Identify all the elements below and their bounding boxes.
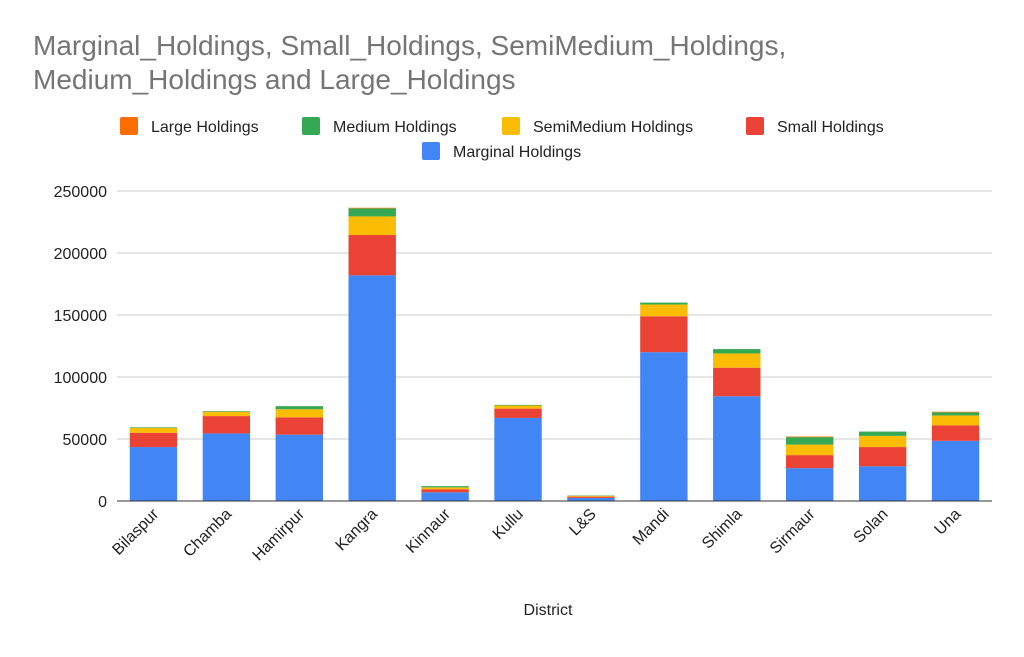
y-tick-label-250000: 250000 bbox=[54, 184, 107, 201]
y-axis-ticks: 0 50000 100000 150000 200000 250000 bbox=[54, 184, 107, 511]
bar-medium-holdings-chamba bbox=[203, 411, 250, 412]
legend-label-large-holdings: Large Holdings bbox=[151, 119, 259, 136]
y-tick-label-50000: 50000 bbox=[63, 432, 108, 449]
bar-semimedium-holdings-hamirpur bbox=[276, 409, 323, 417]
x-tick-label-una: Una bbox=[932, 506, 965, 539]
bar-marginal-holdings-solan bbox=[859, 466, 906, 501]
bar-large-holdings-kangra bbox=[349, 208, 396, 209]
bar-small-holdings-hamirpur bbox=[276, 417, 323, 434]
x-tick-label-sirmaur: Sirmaur bbox=[767, 505, 819, 557]
legend-swatch-medium-holdings bbox=[302, 117, 320, 135]
bar-marginal-holdings-kinnaur bbox=[421, 492, 468, 501]
bar-semimedium-holdings-l-s bbox=[567, 496, 614, 497]
bar-semimedium-holdings-sirmaur bbox=[786, 445, 833, 456]
x-tick-label-kullu: Kullu bbox=[490, 506, 527, 543]
x-tick-label-shimla: Shimla bbox=[699, 506, 746, 553]
bar-marginal-holdings-mandi bbox=[640, 352, 687, 501]
x-tick-label-mandi: Mandi bbox=[630, 506, 673, 549]
gridlines bbox=[117, 191, 992, 439]
legend-label-marginal-holdings: Marginal Holdings bbox=[453, 144, 581, 161]
bar-medium-holdings-hamirpur bbox=[276, 406, 323, 409]
y-tick-label-200000: 200000 bbox=[54, 246, 107, 263]
bar-semimedium-holdings-chamba bbox=[203, 412, 250, 416]
bar-semimedium-holdings-una bbox=[932, 415, 979, 425]
legend-label-medium-holdings: Medium Holdings bbox=[333, 119, 457, 136]
legend: Large Holdings Medium Holdings SemiMedium … bbox=[120, 117, 884, 161]
bar-medium-holdings-bilaspur bbox=[130, 427, 177, 428]
legend-swatch-small-holdings bbox=[746, 117, 764, 135]
bar-semimedium-holdings-kinnaur bbox=[421, 487, 468, 489]
bar-small-holdings-kinnaur bbox=[421, 489, 468, 492]
bar-medium-holdings-mandi bbox=[640, 303, 687, 305]
y-tick-label-100000: 100000 bbox=[54, 370, 107, 387]
x-tick-label-bilaspur: Bilaspur bbox=[109, 505, 162, 558]
y-tick-label-150000: 150000 bbox=[54, 308, 107, 325]
legend-swatch-large-holdings bbox=[120, 117, 138, 135]
bar-small-holdings-sirmaur bbox=[786, 455, 833, 468]
bar-medium-holdings-sirmaur bbox=[786, 437, 833, 444]
x-tick-label-chamba: Chamba bbox=[180, 506, 235, 561]
bar-marginal-holdings-kangra bbox=[349, 275, 396, 501]
bars bbox=[117, 208, 992, 501]
x-axis-ticks: Bilaspur Chamba Hamirpur Kangra Kinnaur Kullu… bbox=[109, 505, 964, 564]
x-tick-label-kinnaur: Kinnaur bbox=[403, 505, 454, 556]
bar-medium-holdings-kangra bbox=[349, 208, 396, 216]
chart-title-line-1: Marginal_Holdings, Small_Holdings, SemiM… bbox=[33, 30, 786, 61]
bar-large-holdings-una bbox=[932, 412, 979, 413]
bar-semimedium-holdings-bilaspur bbox=[130, 428, 177, 433]
bar-semimedium-holdings-kangra bbox=[349, 216, 396, 235]
bar-marginal-holdings-shimla bbox=[713, 396, 760, 501]
bar-semimedium-holdings-solan bbox=[859, 436, 906, 447]
bar-small-holdings-chamba bbox=[203, 416, 250, 433]
bar-small-holdings-shimla bbox=[713, 368, 760, 397]
bar-medium-holdings-solan bbox=[859, 432, 906, 436]
bar-medium-holdings-kullu bbox=[494, 405, 541, 406]
legend-label-small-holdings: Small Holdings bbox=[777, 119, 884, 136]
bar-small-holdings-bilaspur bbox=[130, 433, 177, 447]
legend-label-semimedium-holdings: SemiMedium Holdings bbox=[533, 119, 693, 136]
bar-large-holdings-sirmaur bbox=[786, 437, 833, 438]
bar-marginal-holdings-sirmaur bbox=[786, 468, 833, 501]
bar-semimedium-holdings-kullu bbox=[494, 406, 541, 409]
bar-small-holdings-kangra bbox=[349, 235, 396, 275]
legend-swatch-marginal-holdings bbox=[422, 142, 440, 160]
bar-medium-holdings-una bbox=[932, 412, 979, 415]
x-axis-title: District bbox=[524, 602, 573, 619]
bar-small-holdings-l-s bbox=[567, 497, 614, 498]
bar-small-holdings-una bbox=[932, 425, 979, 441]
bar-marginal-holdings-una bbox=[932, 441, 979, 501]
bar-marginal-holdings-kullu bbox=[494, 418, 541, 501]
bar-medium-holdings-kinnaur bbox=[421, 486, 468, 487]
bar-marginal-holdings-bilaspur bbox=[130, 447, 177, 501]
chart-title-line-2: Medium_Holdings and Large_Holdings bbox=[33, 64, 516, 95]
bar-medium-holdings-shimla bbox=[713, 349, 760, 353]
x-tick-label-solan: Solan bbox=[850, 506, 891, 547]
bar-semimedium-holdings-shimla bbox=[713, 353, 760, 367]
bar-small-holdings-solan bbox=[859, 447, 906, 466]
y-tick-label-0: 0 bbox=[98, 494, 107, 511]
bar-semimedium-holdings-mandi bbox=[640, 304, 687, 316]
bar-marginal-holdings-chamba bbox=[203, 433, 250, 501]
bar-marginal-holdings-hamirpur bbox=[276, 435, 323, 501]
x-tick-label-l-s: L&S bbox=[566, 506, 599, 539]
legend-swatch-semimedium-holdings bbox=[502, 117, 520, 135]
x-tick-label-hamirpur: Hamirpur bbox=[250, 505, 309, 564]
bar-small-holdings-mandi bbox=[640, 316, 687, 352]
bar-small-holdings-kullu bbox=[494, 409, 541, 418]
x-tick-label-kangra: Kangra bbox=[333, 506, 382, 555]
